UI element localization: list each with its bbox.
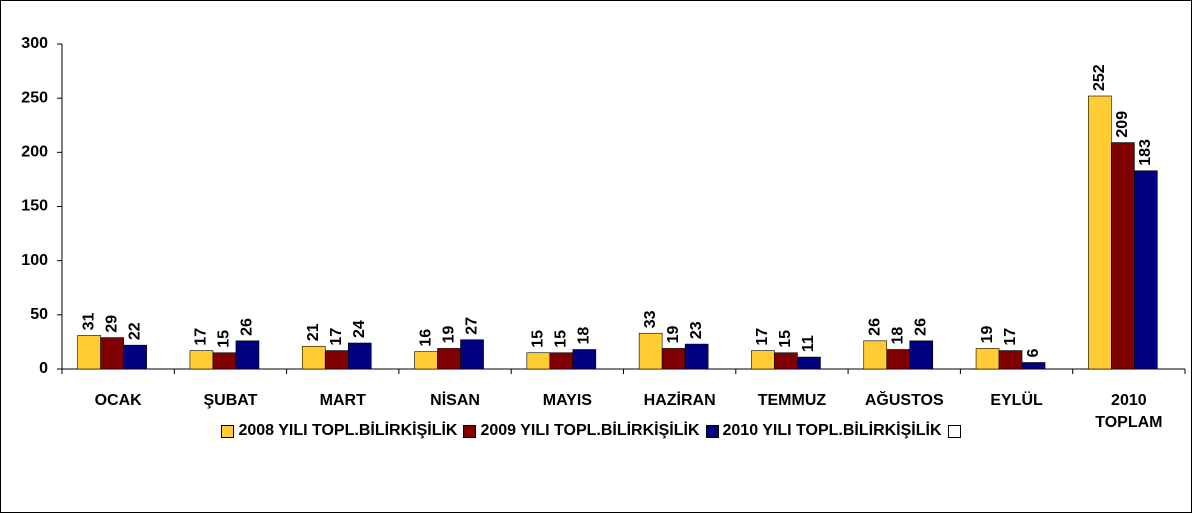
bar bbox=[301, 345, 326, 370]
bar bbox=[638, 332, 663, 370]
data-label: 21 bbox=[305, 323, 322, 341]
data-label: 11 bbox=[800, 335, 817, 352]
data-label: 6 bbox=[1025, 349, 1042, 358]
y-tick-label: 100 bbox=[21, 252, 48, 269]
bar bbox=[549, 352, 574, 370]
y-tick-label: 0 bbox=[39, 360, 48, 377]
bar bbox=[1088, 95, 1112, 370]
bar bbox=[189, 350, 214, 370]
x-tick-label: NİSAN bbox=[430, 392, 480, 409]
bar bbox=[909, 340, 934, 370]
data-label: 15 bbox=[216, 330, 233, 348]
bar bbox=[123, 344, 147, 370]
bar bbox=[751, 350, 775, 370]
x-tick-label: HAZİRAN bbox=[643, 392, 716, 409]
data-label: 26 bbox=[912, 318, 929, 336]
data-label: 252 bbox=[1091, 64, 1108, 91]
legend-swatch bbox=[705, 424, 719, 438]
legend-item: 2008 YILI TOPL.BİLİRKİŞİLİK bbox=[221, 422, 457, 440]
data-label: 33 bbox=[642, 310, 659, 328]
bar bbox=[437, 348, 461, 370]
bar bbox=[863, 340, 888, 370]
legend-item: 2009 YILI TOPL.BİLİRKİŞİLİK bbox=[463, 422, 700, 440]
legend-label: 2008 YILI TOPL.BİLİRKİŞİLİK bbox=[238, 422, 458, 439]
bar bbox=[347, 342, 372, 370]
data-label: 209 bbox=[1114, 111, 1131, 138]
x-tick-label: MAYIS bbox=[542, 392, 592, 409]
data-label: 19 bbox=[979, 326, 996, 344]
data-label: 18 bbox=[576, 327, 593, 345]
data-label: 17 bbox=[328, 328, 345, 346]
legend-label: 2010 YILI TOPL.BİLİRKİŞİLİK bbox=[722, 422, 942, 439]
bar bbox=[572, 349, 597, 370]
data-label: 23 bbox=[688, 321, 705, 339]
bar bbox=[324, 350, 349, 370]
legend-swatch bbox=[947, 424, 961, 438]
x-tick-label: TEMMUZ bbox=[757, 392, 827, 409]
data-label: 29 bbox=[103, 315, 120, 333]
bar bbox=[1021, 362, 1046, 370]
bar bbox=[1134, 170, 1158, 370]
bar bbox=[661, 348, 686, 370]
data-label: 15 bbox=[530, 330, 547, 348]
bar bbox=[100, 337, 124, 370]
data-label: 31 bbox=[80, 313, 97, 331]
bar bbox=[212, 352, 237, 370]
legend-item bbox=[947, 424, 965, 438]
legend-item: 2010 YILI TOPL.BİLİRKİŞİLİK bbox=[705, 422, 942, 440]
bar bbox=[235, 340, 260, 370]
data-label: 24 bbox=[351, 320, 368, 338]
y-tick-label: 50 bbox=[30, 306, 48, 323]
data-label: 19 bbox=[440, 326, 457, 344]
data-label: 183 bbox=[1137, 139, 1154, 166]
x-tick-label: AĞUSTOS bbox=[864, 392, 944, 409]
bar bbox=[526, 352, 551, 370]
legend: 2008 YILI TOPL.BİLİRKİŞİLİK 2009 YILI TOP… bbox=[0, 422, 1192, 440]
y-tick-label: 200 bbox=[21, 144, 48, 161]
data-label: 19 bbox=[665, 326, 682, 344]
bar bbox=[774, 352, 798, 370]
data-label: 17 bbox=[754, 328, 771, 346]
x-tick-label: ŞUBAT bbox=[203, 392, 258, 409]
x-tick-label: 2010 TOPLAM bbox=[1095, 392, 1163, 431]
legend-swatch bbox=[221, 424, 235, 438]
data-label: 18 bbox=[889, 327, 906, 345]
bar bbox=[460, 339, 484, 370]
bar bbox=[684, 343, 709, 370]
data-label: 17 bbox=[193, 328, 210, 346]
data-label: 17 bbox=[1002, 328, 1019, 346]
legend-swatch bbox=[463, 424, 477, 438]
data-label: 26 bbox=[866, 318, 883, 336]
y-tick-label: 150 bbox=[21, 198, 48, 215]
data-label: 27 bbox=[463, 317, 480, 335]
data-label: 22 bbox=[126, 322, 143, 340]
x-tick-label: EYLÜL bbox=[990, 392, 1043, 409]
bar bbox=[77, 335, 101, 370]
bar bbox=[998, 350, 1023, 370]
data-label: 15 bbox=[553, 330, 570, 348]
data-label: 26 bbox=[239, 318, 256, 336]
y-tick-label: 300 bbox=[21, 35, 48, 52]
data-label: 15 bbox=[777, 330, 794, 348]
legend-label: 2009 YILI TOPL.BİLİRKİŞİLİK bbox=[480, 422, 700, 439]
bar bbox=[886, 349, 911, 370]
bar bbox=[797, 356, 821, 370]
x-tick-label: MART bbox=[319, 392, 366, 409]
y-tick-label: 250 bbox=[21, 89, 48, 106]
x-tick-label: OCAK bbox=[94, 392, 142, 409]
bar bbox=[975, 348, 1000, 370]
bar bbox=[414, 351, 438, 370]
data-label: 16 bbox=[417, 329, 434, 347]
bar bbox=[1111, 142, 1135, 370]
